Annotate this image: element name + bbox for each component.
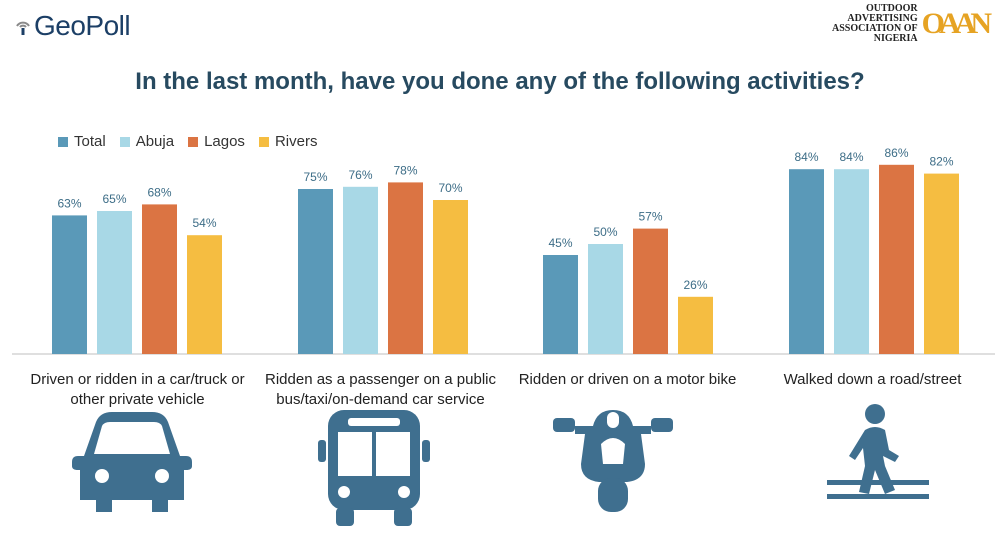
signal-icon [16, 21, 30, 35]
legend-label-abuja: Abuja [135, 133, 175, 150]
legend-label-lagos: Lagos [204, 133, 245, 150]
category-label-motorbike: Ridden or driven on a motor bike [518, 371, 737, 388]
value-label-total-1: 75% [303, 170, 327, 184]
bar-rivers-1 [433, 200, 468, 354]
value-label-lagos-3: 86% [884, 146, 908, 160]
bus-icon [318, 410, 430, 526]
bar-abuja-1 [343, 186, 378, 354]
chart-title: In the last month, have you done any of … [135, 68, 865, 95]
value-label-rivers-0: 54% [192, 216, 216, 230]
bar-total-1 [298, 189, 333, 354]
bar-rivers-3 [924, 173, 959, 354]
value-label-rivers-1: 70% [438, 181, 462, 195]
value-label-lagos-0: 68% [147, 185, 171, 199]
bar-rivers-2 [678, 296, 713, 354]
bar-abuja-3 [834, 169, 869, 354]
legend-item-rivers: Rivers [258, 133, 318, 150]
pedestrian-icon [827, 404, 929, 499]
value-label-total-0: 63% [57, 196, 81, 210]
bar-total-3 [789, 169, 824, 354]
car-icon [72, 412, 192, 512]
bar-lagos-1 [388, 182, 423, 354]
legend-label-total: Total [74, 133, 106, 150]
legend-swatch-total [58, 136, 68, 147]
bar-abuja-0 [97, 211, 132, 354]
value-label-abuja-3: 84% [839, 150, 863, 164]
value-label-rivers-3: 82% [929, 155, 953, 169]
geopoll-brand-text: GeoPoll [34, 10, 131, 41]
bar-lagos-0 [142, 204, 177, 354]
value-label-total-2: 45% [548, 236, 572, 250]
bar-abuja-2 [588, 244, 623, 354]
category-label-walk: Walked down a road/street [783, 371, 962, 388]
bar-lagos-2 [633, 228, 668, 354]
geopoll-logo: GeoPoll [14, 6, 131, 46]
oaan-mark: OAAN [921, 7, 992, 40]
legend-swatch-abuja [119, 136, 130, 147]
legend-swatch-rivers [258, 136, 269, 147]
value-label-abuja-0: 65% [102, 192, 126, 206]
value-label-total-3: 84% [794, 150, 818, 164]
oaan-org-name: OUTDOOR ADVERTISING ASSOCIATION OF NIGER… [831, 3, 918, 44]
bar-rivers-0 [187, 235, 222, 354]
bar-lagos-3 [879, 164, 914, 354]
legend-item-total: Total [58, 133, 106, 150]
legend-item-abuja: Abuja [119, 133, 175, 150]
legend: Total Abuja Lagos Rivers [58, 133, 317, 150]
category-label-car: Driven or ridden in a car/truck or other… [30, 371, 245, 408]
value-label-lagos-1: 78% [393, 163, 417, 177]
bar-total-2 [543, 255, 578, 354]
legend-swatch-lagos [188, 136, 199, 147]
motorbike-icon [553, 410, 673, 512]
bar-total-0 [52, 215, 87, 354]
value-label-abuja-1: 76% [348, 168, 372, 182]
legend-label-rivers: Rivers [274, 133, 318, 150]
oaan-logo: OUTDOOR ADVERTISING ASSOCIATION OF NIGER… [808, 4, 992, 44]
value-label-abuja-2: 50% [593, 225, 617, 239]
value-label-lagos-2: 57% [638, 210, 662, 224]
category-label-bus: Ridden as a passenger on a public bus/ta… [265, 371, 496, 408]
legend-item-lagos: Lagos [188, 133, 245, 150]
value-label-rivers-2: 26% [683, 278, 707, 292]
